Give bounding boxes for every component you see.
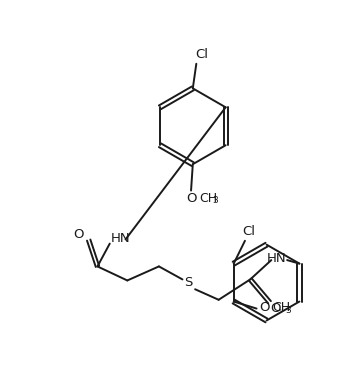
Text: HN: HN (110, 232, 130, 245)
Text: HN: HN (267, 252, 286, 265)
Text: Cl: Cl (195, 49, 208, 61)
Text: 3: 3 (285, 306, 291, 315)
Text: O: O (270, 302, 281, 315)
Text: 3: 3 (212, 196, 218, 205)
Text: Cl: Cl (242, 226, 255, 238)
Text: O: O (74, 228, 84, 241)
Text: CH: CH (272, 301, 290, 314)
Text: CH: CH (199, 192, 217, 205)
Text: S: S (184, 276, 193, 290)
Text: O: O (259, 301, 269, 314)
Text: O: O (187, 192, 197, 205)
